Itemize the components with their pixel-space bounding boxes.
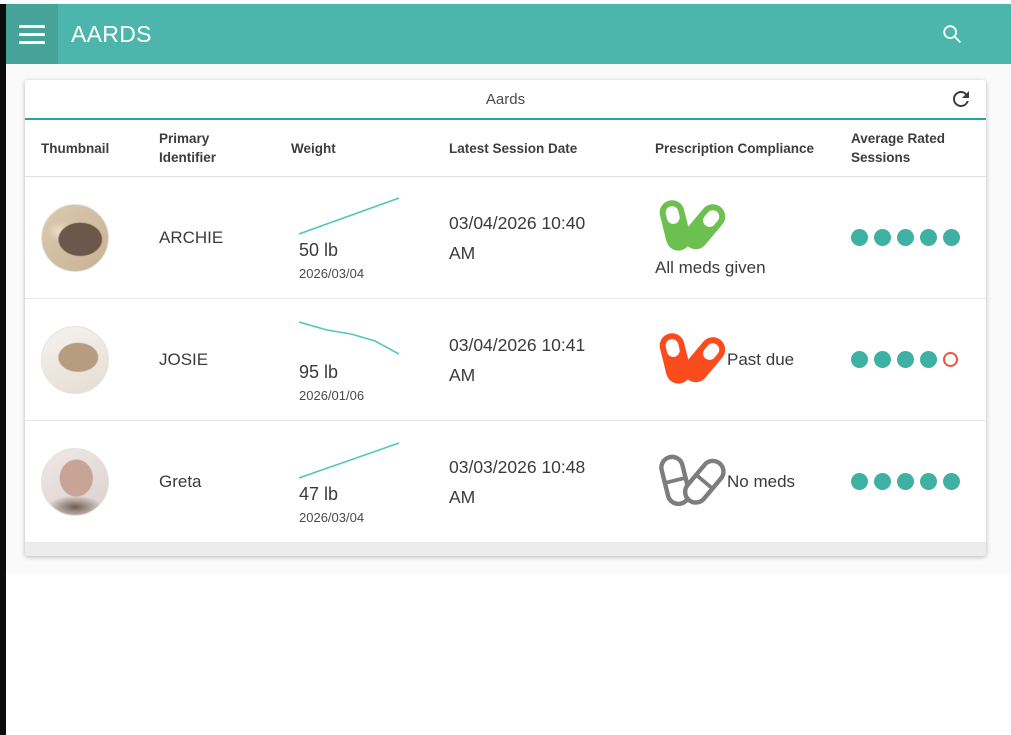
search-icon bbox=[943, 25, 961, 43]
animals-card: Aards Thumbnail Primary Identifier Weigh… bbox=[25, 80, 986, 556]
weight-date: 2026/03/04 bbox=[299, 266, 365, 281]
col-header-latest-session-date: Latest Session Date bbox=[433, 120, 639, 177]
card-header: Aards bbox=[25, 80, 986, 120]
primary-identifier: JOSIE bbox=[159, 349, 209, 369]
compliance-label: No meds bbox=[727, 471, 796, 491]
rating-dot-filled bbox=[920, 473, 937, 490]
table-row[interactable]: ARCHIE 50 lb 2026/03/04 03/04/2026 10:40… bbox=[25, 176, 986, 299]
main-content: Aards Thumbnail Primary Identifier Weigh… bbox=[6, 64, 1011, 574]
hamburger-icon bbox=[19, 24, 45, 44]
col-header-average-rated-sessions: Average Rated Sessions bbox=[835, 120, 986, 177]
col-header-prescription-compliance: Prescription Compliance bbox=[639, 120, 835, 177]
prescription-compliance: Past due bbox=[655, 331, 819, 389]
pills-icon bbox=[655, 198, 727, 256]
weight-date: 2026/03/04 bbox=[299, 510, 365, 525]
weight-value: 47 lb bbox=[299, 484, 339, 504]
weight-sparkline bbox=[299, 197, 399, 235]
rating-dot-filled bbox=[874, 229, 891, 246]
rating-dot-filled bbox=[943, 229, 960, 246]
refresh-button[interactable] bbox=[948, 87, 974, 113]
prescription-compliance: No meds bbox=[655, 453, 819, 511]
compliance-label: All meds given bbox=[655, 257, 766, 277]
animal-thumbnail bbox=[41, 447, 109, 516]
animals-table: Thumbnail Primary Identifier Weight Late… bbox=[25, 120, 986, 543]
col-header-weight: Weight bbox=[275, 120, 433, 177]
col-header-primary-identifier: Primary Identifier bbox=[143, 120, 275, 177]
prescription-compliance: All meds given bbox=[655, 198, 819, 278]
screen-left-edge bbox=[0, 4, 6, 735]
search-button[interactable] bbox=[939, 21, 965, 47]
table-header-row: Thumbnail Primary Identifier Weight Late… bbox=[25, 120, 986, 177]
compliance-label: Past due bbox=[727, 349, 795, 369]
rating-dot-empty bbox=[943, 352, 958, 367]
weight-sparkline bbox=[299, 442, 399, 479]
rating-dots bbox=[851, 351, 970, 368]
rating-dot-filled bbox=[874, 473, 891, 490]
app-title: AARDS bbox=[71, 20, 152, 47]
rating-dots bbox=[851, 473, 970, 490]
pills-icon bbox=[655, 331, 727, 389]
rating-dot-filled bbox=[851, 351, 868, 368]
pills-icon bbox=[655, 453, 727, 511]
session-date: 03/04/2026 10:41 AM bbox=[449, 334, 586, 385]
col-header-thumbnail: Thumbnail bbox=[25, 120, 143, 177]
table-row[interactable]: Greta 47 lb 2026/03/04 03/03/2026 10:48 … bbox=[25, 420, 986, 543]
rating-dot-filled bbox=[920, 229, 937, 246]
weight-value: 50 lb bbox=[299, 240, 339, 260]
rating-dot-filled bbox=[920, 351, 937, 368]
session-date: 03/03/2026 10:48 AM bbox=[449, 456, 586, 507]
primary-identifier: Greta bbox=[159, 471, 202, 491]
weight-date: 2026/01/06 bbox=[299, 388, 365, 403]
rating-dot-filled bbox=[897, 473, 914, 490]
rating-dot-filled bbox=[943, 473, 960, 490]
session-date: 03/04/2026 10:40 AM bbox=[449, 212, 586, 263]
animal-thumbnail bbox=[41, 203, 109, 272]
card-title: Aards bbox=[485, 90, 526, 108]
rating-dots bbox=[851, 229, 970, 246]
rating-dot-filled bbox=[851, 229, 868, 246]
weight-sparkline bbox=[299, 321, 399, 355]
refresh-icon bbox=[953, 91, 969, 107]
rating-dot-filled bbox=[851, 473, 868, 490]
rating-dot-filled bbox=[897, 351, 914, 368]
weight-value: 95 lb bbox=[299, 362, 339, 382]
card-footer bbox=[25, 543, 986, 556]
table-row[interactable]: JOSIE 95 lb 2026/01/06 03/04/2026 10:41 … bbox=[25, 298, 986, 421]
rating-dot-filled bbox=[874, 351, 891, 368]
rating-dot-filled bbox=[897, 229, 914, 246]
app-bar: AARDS bbox=[6, 4, 1011, 64]
primary-identifier: ARCHIE bbox=[159, 227, 224, 247]
menu-button[interactable] bbox=[6, 4, 58, 64]
animal-thumbnail bbox=[41, 325, 109, 394]
